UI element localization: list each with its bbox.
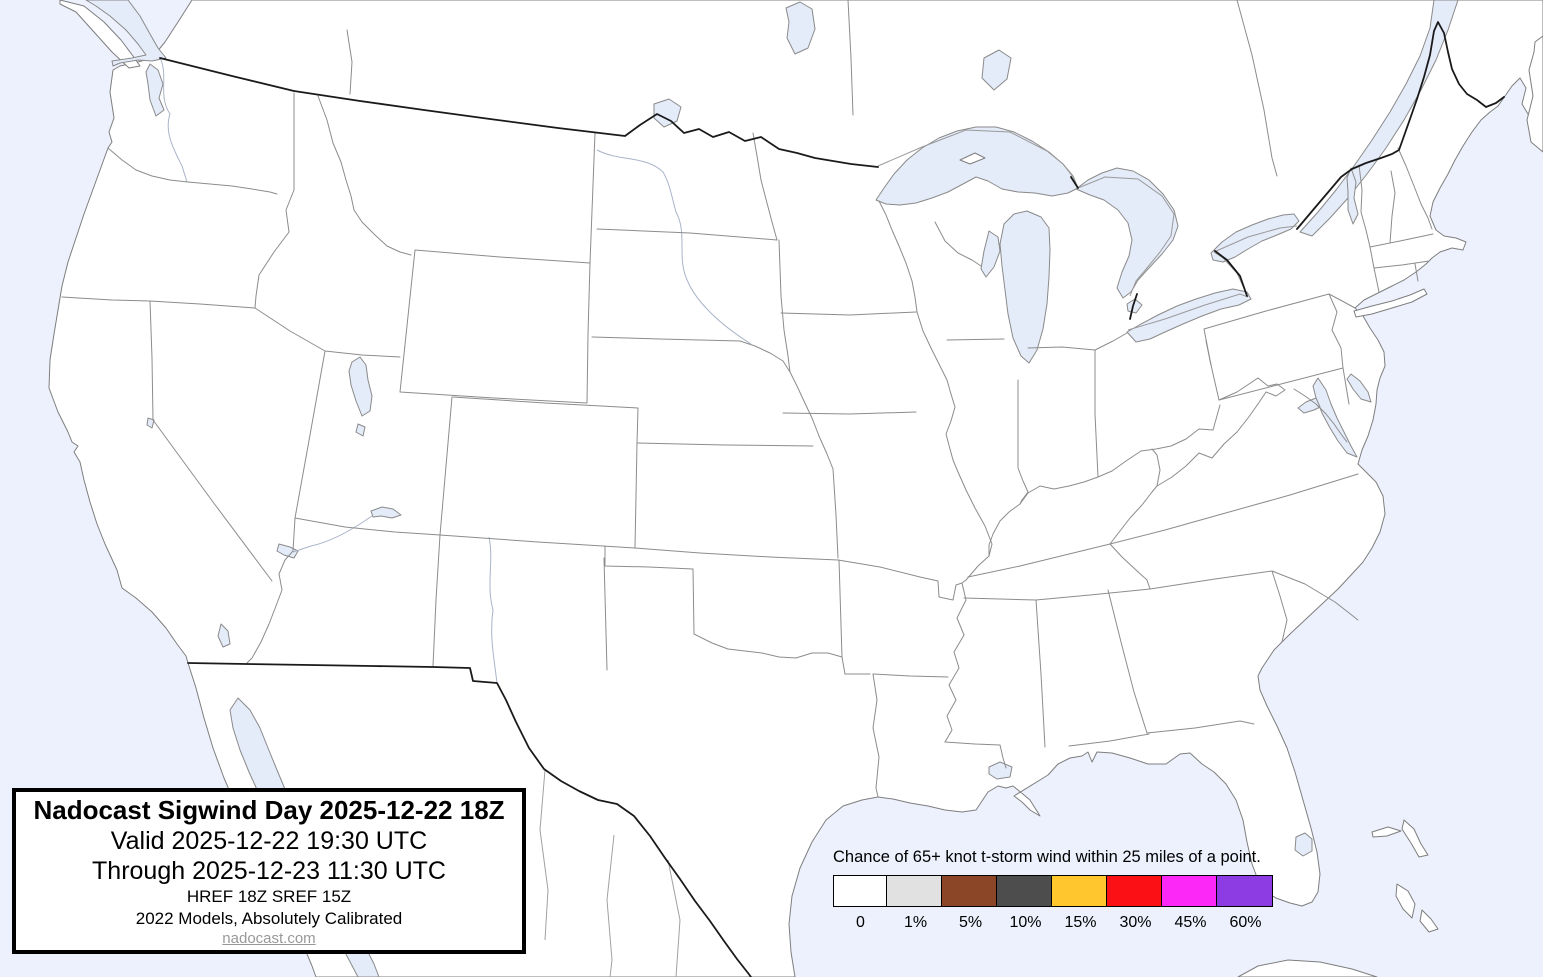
lake-nipigon [981,49,1012,91]
legend-swatch [996,875,1053,907]
us-mexico-border [187,662,752,977]
legend-label: 0 [856,914,865,931]
nova-scotia [1526,35,1543,153]
legend-item: 0 [833,875,888,932]
isle-royale [959,152,986,165]
forecast-title-box: Nadocast Sigwind Day 2025-12-22 18Z Vali… [12,788,526,954]
lakes [85,0,1459,977]
valid-time: Valid 2025-12-22 19:30 UTC [110,826,428,855]
legend-item: 60% [1216,875,1273,932]
lake-ontario [1210,213,1300,263]
lake-of-the-woods [653,98,682,128]
legend-swatch-row: 0 1% 5% 10% 15% 30% 45% 60% [833,875,1273,932]
legend-swatch [1216,875,1273,907]
lake-champlain [1346,167,1359,225]
us-canada-border-lakes [1070,176,1248,320]
legend-item: 10% [996,875,1053,932]
legend-item: 5% [941,875,998,932]
legend-item: 15% [1051,875,1108,932]
legend-item: 45% [1161,875,1218,932]
legend-label: 5% [958,914,983,931]
nadocast-link[interactable]: nadocast.com [222,929,316,947]
lake-huron [1075,167,1179,299]
bahamas-island [1371,826,1402,838]
legend-swatch [1106,875,1163,907]
national-borders [159,21,1505,977]
lake-erie [1126,288,1252,343]
puget-sound [145,63,165,117]
lake-michigan [999,210,1051,364]
model-runs: HREF 18Z SREF 15Z [186,886,352,906]
legend-swatch [941,875,998,907]
legend-label: 30% [1119,914,1152,931]
calibration-note: 2022 Models, Absolutely Calibrated [135,908,403,928]
long-island [1353,288,1428,318]
missouri-river [596,149,752,345]
delaware-bay [1346,373,1372,403]
bahamas-island [1401,819,1429,858]
cuba-sliver [1237,959,1378,977]
rio-grande-upper [488,536,498,685]
lake-okeechobee [1294,832,1313,857]
salton-sea [217,623,231,648]
legend-label: 15% [1064,914,1097,931]
lake-st-clair [1126,298,1143,314]
bahamas-island [1395,883,1416,919]
potomac-river [1297,397,1321,414]
lake-borders [877,129,1298,331]
rivers [160,59,752,685]
mexico-internal-borders [539,769,681,977]
bahamas-island [1419,909,1439,933]
vancouver-island [59,0,141,69]
through-time: Through 2025-12-23 11:30 UTC [92,856,446,885]
legend-label: 45% [1174,914,1207,931]
legend-swatch [886,875,943,907]
legend-label: 1% [903,914,928,931]
us-canada-border-west [159,57,879,168]
forecast-title: Nadocast Sigwind Day 2025-12-22 18Z [33,794,505,825]
state-borders [61,0,1434,798]
lake-powell [370,506,402,519]
legend-swatch [1051,875,1108,907]
legend-swatch [833,875,888,907]
great-salt-lake [348,356,373,417]
utah-lake [355,423,366,437]
lake-tahoe [146,417,155,429]
us-canada-border-east [1296,21,1505,230]
legend-label: 60% [1229,914,1262,931]
lake-mead [276,543,299,559]
legend-swatch [1161,875,1218,907]
legend-item: 30% [1106,875,1163,932]
legend-label: 10% [1009,914,1042,931]
green-bay [980,230,1001,278]
legend-item: 1% [886,875,943,932]
strait-of-georgia [85,0,167,67]
colorado-river [292,515,373,553]
columbia-river [160,59,188,183]
legend-title: Chance of 65+ knot t-storm wind within 2… [833,848,1261,866]
lake-pontchartrain [988,761,1013,780]
lake-winnipeg [785,1,816,55]
probability-legend: Chance of 65+ knot t-storm wind within 2… [833,848,1273,932]
